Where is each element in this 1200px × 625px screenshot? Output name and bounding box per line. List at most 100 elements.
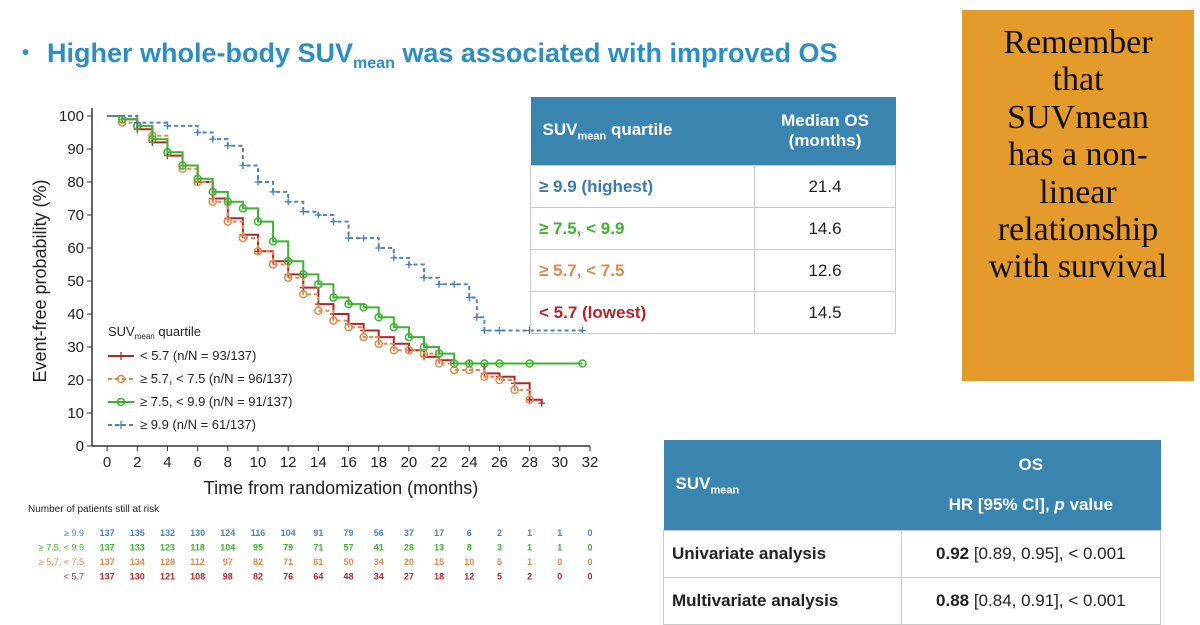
censor-marker [465,359,474,368]
hr-table-header-suv: SUVmean [663,440,902,531]
risk-count: 104 [220,543,235,553]
censor-marker [389,322,399,332]
y-tick-label: 10 [67,405,84,422]
x-tick-label: 18 [370,454,387,471]
x-tick-label: 24 [461,454,478,471]
risk-count: 71 [313,543,323,553]
risk-count: 10 [464,557,474,567]
censor-marker [359,303,368,312]
censor-marker [193,174,202,183]
median-table-row: ≥ 5.7, < 7.5 12.6 [529,249,896,292]
x-tick-label: 12 [280,454,297,471]
censor-marker [495,327,503,334]
hr-value-cell: 0.88 [0.84, 0.91], < 0.001 [900,577,1162,625]
censor-marker [419,342,429,352]
legend-marker [117,421,125,429]
censor-marker [209,135,217,143]
risk-count: 2 [497,528,502,538]
hr-estimate: 0.92 [936,544,970,563]
median-table-row: ≥ 7.5, < 9.9 14.6 [529,207,896,250]
censor-marker [510,385,519,395]
censor-marker [283,273,293,282]
legend-label: ≥ 7.5, < 9.9 (n/N = 91/137) [140,394,292,409]
risk-count: 0 [557,572,562,582]
risk-count: 27 [404,572,414,582]
censor-marker [435,280,443,288]
censor-marker [253,247,263,256]
censor-marker [299,289,308,299]
y-tick-label: 90 [67,141,84,158]
risk-count: 2 [527,572,532,582]
x-tick-label: 30 [551,454,568,471]
risk-count: 41 [374,543,384,553]
risk-count: 112 [190,557,205,567]
hr-table-row: Univariate analysis 0.92 [0.89, 0.95], < … [663,530,1162,578]
censor-marker [495,359,504,368]
title-subscript: mean [353,55,395,72]
slide-title: • Higher whole-body SUVmean was associate… [22,38,837,73]
legend-marker [116,374,126,384]
censor-marker [314,211,322,219]
censor-marker [178,161,187,170]
risk-count: 133 [130,543,145,553]
risk-count: 6 [467,528,472,538]
reminder-note: Remember that SUVmean has a non- linear … [962,10,1194,381]
hr-table-header-os: OS HR [95% CI], p value [901,440,1161,531]
risk-count: 116 [251,528,266,538]
censor-marker [239,162,247,169]
censor-marker [450,280,458,288]
risk-count: 76 [283,572,293,582]
censor-marker [148,134,157,144]
risk-count: 1 [557,543,562,553]
risk-count: 130 [130,572,145,582]
legend-title: SUVmean quartile [108,324,201,341]
risk-count: 82 [253,557,263,567]
risk-count: 132 [160,528,175,538]
censor-marker [223,197,233,207]
risk-count: 1 [557,528,562,538]
censor-marker [238,233,248,243]
censor-marker [314,306,323,315]
y-tick-label: 50 [67,273,84,290]
risk-count: 128 [160,557,175,567]
risk-count: 5 [497,572,502,582]
risk-count: 91 [313,528,323,538]
censor-marker [194,129,202,136]
censor-marker [284,198,292,206]
median-table-header-os: Median OS (months) [754,97,896,166]
analysis-label: Multivariate analysis [663,577,902,625]
risk-count: 108 [190,572,205,582]
censor-marker [329,218,337,226]
median-os-value: 12.6 [754,249,896,292]
censor-marker [344,299,353,309]
hr-ci-pvalue: [0.89, 0.95], < 0.001 [969,544,1126,563]
legend-label: ≥ 9.9 (n/N = 61/137) [140,417,256,432]
risk-count: 61 [313,557,323,567]
censor-marker [420,274,428,282]
x-tick-label: 2 [133,454,141,471]
censor-marker [314,280,323,289]
censor-marker [480,359,489,368]
median-table-row: < 5.7 (lowest) 14.5 [529,291,896,334]
risk-count: 137 [100,572,115,582]
censor-marker [268,237,278,246]
censor-marker [495,375,504,385]
quartile-label: < 5.7 (lowest) [529,291,756,334]
censor-marker [405,261,413,268]
x-tick-label: 10 [250,454,267,471]
censor-marker [329,293,338,302]
risk-count: 104 [281,528,296,538]
censor-marker [449,359,459,368]
title-suffix: was associated with improved OS [394,38,838,68]
x-tick-label: 8 [224,454,232,471]
hr-table-row: Multivariate analysis 0.88 [0.84, 0.91], … [663,577,1162,625]
risk-count: 135 [130,528,145,538]
risk-count: 137 [100,543,115,553]
x-tick-label: 0 [103,454,111,471]
risk-count: 71 [283,557,293,567]
censor-marker [465,294,473,301]
censor-marker [578,359,587,368]
risk-count: 5 [497,557,502,567]
censor-marker [434,349,444,358]
censor-marker [163,122,171,130]
